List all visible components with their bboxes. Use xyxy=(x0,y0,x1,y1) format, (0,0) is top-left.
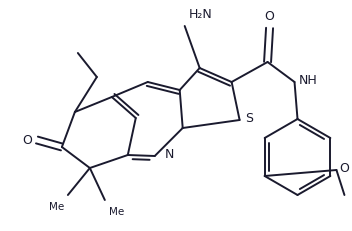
Text: Me: Me xyxy=(109,207,124,217)
Text: O: O xyxy=(265,10,275,23)
Text: O: O xyxy=(22,134,32,146)
Text: H₂N: H₂N xyxy=(189,8,213,21)
Text: Me: Me xyxy=(49,202,64,212)
Text: S: S xyxy=(246,112,253,125)
Text: N: N xyxy=(165,148,174,161)
Text: NH: NH xyxy=(298,73,317,86)
Text: O: O xyxy=(339,161,349,174)
